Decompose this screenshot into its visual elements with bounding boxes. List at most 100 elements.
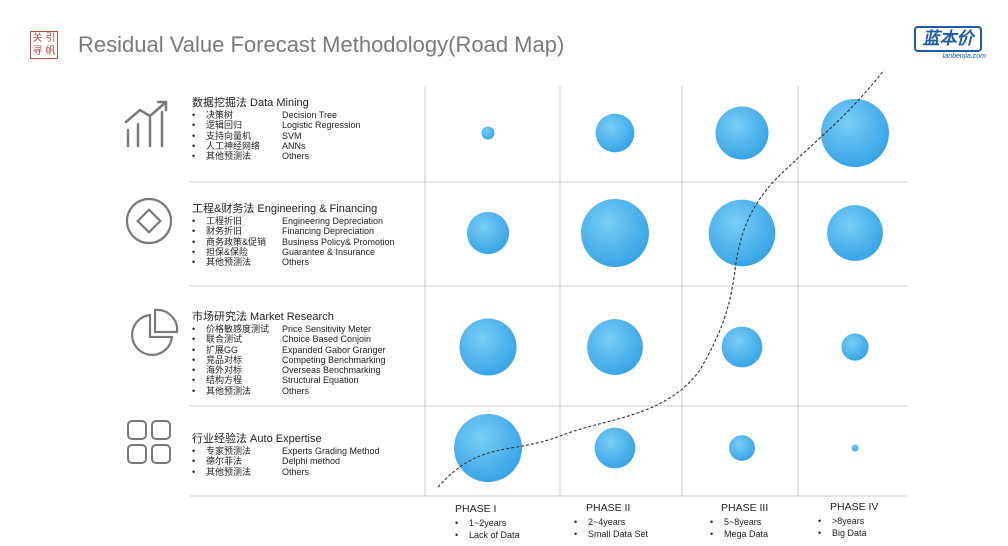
phase-item: 2~4years: [574, 516, 648, 528]
method-engineering-financing: 工程&财务法 Engineering & Financing 工程折旧 Engin…: [192, 203, 395, 268]
method-item: 工程折旧 Engineering Depreciation: [192, 216, 395, 227]
method-item: 决策树 Decision Tree: [192, 110, 361, 121]
method-item-en: Others: [282, 151, 310, 162]
method-item-cn: 担保&保险: [206, 246, 249, 257]
method-item-en: Guarantee & Insurance: [282, 246, 376, 257]
phase-2: PHASE II 2~4years Small Data Set: [574, 502, 648, 540]
bubble: [587, 319, 643, 375]
method-item: 其他预测法 Others: [192, 385, 386, 397]
method-item-en: Choice Based Conjoin: [282, 334, 372, 345]
method-item-en: SVM: [282, 130, 302, 141]
diamond-circle-icon: [125, 197, 173, 245]
phase-item: Small Data Set: [574, 528, 648, 540]
method-item-en: Delphi method: [282, 456, 341, 467]
bubble: [594, 427, 636, 469]
method-item-cn: 财务折旧: [206, 226, 243, 237]
pie-chart-icon: [131, 308, 179, 356]
method-heading: 市场研究法 Market Research: [192, 311, 334, 323]
brand-logo: 蓝本价 lanbenjia.com: [910, 26, 986, 62]
method-item-cn: 工程折旧: [206, 216, 243, 226]
phase-3: PHASE III 5~8years Mega Data: [710, 502, 768, 540]
method-item: 其他预测法 Others: [192, 151, 361, 162]
method-item: 财务折旧 Financing Depreciation: [192, 226, 395, 237]
seal-logo: 关 引 寻 帆: [30, 31, 58, 59]
method-item-en: Business Policy& Promotion: [282, 236, 395, 247]
method-item-cn: 海外对标: [206, 365, 243, 376]
bubble: [827, 205, 883, 261]
method-heading: 行业经验法 Auto Expertise: [192, 433, 322, 445]
method-item: 价格敏感度测试 Price Sensitivity Meter: [192, 324, 386, 335]
method-item: 结构方程 Structural Equation: [192, 375, 386, 386]
method-auto-expertise: 行业经验法 Auto Expertise 专家预测法 Experts Gradin…: [192, 433, 380, 477]
method-item-cn: 其他预测法: [206, 151, 252, 162]
method-item: 竞品对标 Competing Benchmarking: [192, 354, 386, 366]
bubble: [821, 99, 889, 167]
method-data-mining: 数据挖掘法 Data Mining 决策树 Decision Tree 逻辑回归 L…: [192, 97, 361, 162]
seal-char: 引: [45, 33, 56, 44]
phase-label: PHASE III: [721, 502, 769, 514]
method-item: 逻辑回归 Logistic Regression: [192, 120, 361, 131]
grid-squares-icon: [127, 420, 171, 464]
method-item-en: ANNs: [282, 140, 306, 151]
method-item: 专家预测法 Experts Grading Method: [192, 446, 380, 457]
method-item: 支持向量机 SVM: [192, 130, 361, 142]
method-item: 商务政策&促销 Business Policy& Promotion: [192, 236, 395, 248]
bubble: [721, 326, 763, 368]
method-item-en: Engineering Depreciation: [282, 216, 384, 226]
method-item: 担保&保险 Guarantee & Insurance: [192, 246, 395, 258]
phase-1: PHASE I 1~2years Lack of Data: [455, 503, 520, 541]
bubble: [708, 199, 776, 267]
method-item: 海外对标 Overseas Benchmarking: [192, 365, 386, 376]
method-item-en: Price Sensitivity Meter: [282, 324, 372, 334]
growth-curve: [437, 69, 885, 488]
method-item-en: Others: [282, 466, 310, 477]
phase-4: PHASE IV >8years Big Data: [818, 501, 878, 539]
bubble: [851, 444, 859, 452]
bubble: [581, 199, 649, 267]
method-item-cn: 支持向量机: [206, 130, 252, 141]
seal-char: 关: [32, 33, 43, 44]
bubble: [459, 318, 517, 376]
method-item-cn: 德尔菲法: [206, 456, 243, 467]
method-heading: 工程&财务法 Engineering & Financing: [192, 203, 378, 215]
phase-item: Lack of Data: [455, 529, 520, 541]
method-item-cn: 其他预测法: [206, 466, 252, 477]
bubble: [729, 435, 755, 461]
phase-item: Big Data: [818, 527, 878, 539]
method-item-cn: 其他预测法: [206, 385, 252, 396]
phase-item: 5~8years: [710, 516, 768, 528]
phase-label: PHASE I: [455, 503, 497, 515]
phase-label: PHASE IV: [830, 501, 879, 513]
method-item-en: Others: [282, 257, 310, 268]
brand-url: lanbenjia.com: [942, 53, 986, 60]
grid-lines: [190, 86, 908, 497]
method-item: 联合测试 Choice Based Conjoin: [192, 334, 386, 345]
method-item-en: Experts Grading Method: [282, 446, 380, 456]
method-item: 扩展GG Expanded Gabor Granger: [192, 345, 386, 356]
bubble: [481, 126, 495, 140]
method-heading: 数据挖掘法 Data Mining: [192, 97, 309, 109]
bubble: [715, 106, 769, 160]
method-item-en: Decision Tree: [282, 110, 338, 120]
method-item-en: Competing Benchmarking: [282, 354, 386, 365]
bubble: [595, 113, 635, 153]
bubble: [454, 414, 522, 482]
seal-char: 寻: [32, 46, 43, 57]
method-item-cn: 逻辑回归: [206, 120, 243, 131]
method-item: 德尔菲法 Delphi method: [192, 456, 380, 467]
method-item-cn: 人工神经网络: [206, 140, 261, 151]
method-item: 其他预测法 Others: [192, 466, 380, 478]
page-title: Residual Value Forecast Methodology(Road…: [78, 32, 565, 57]
bubble: [841, 333, 869, 361]
method-item-en: Overseas Benchmarking: [282, 365, 381, 376]
phase-item: 1~2years: [455, 517, 520, 529]
phase-label: PHASE II: [586, 502, 631, 514]
method-item-en: Others: [282, 385, 310, 396]
method-item-cn: 竞品对标: [206, 354, 243, 365]
bar-trend-chart-icon: [124, 100, 168, 148]
method-market-research: 市场研究法 Market Research 价格敏感度测试 Price Sensi…: [192, 311, 386, 396]
bubble-matrix: [454, 99, 889, 482]
method-item-en: Structural Equation: [282, 375, 359, 386]
brand-name: 蓝本价: [914, 26, 982, 52]
